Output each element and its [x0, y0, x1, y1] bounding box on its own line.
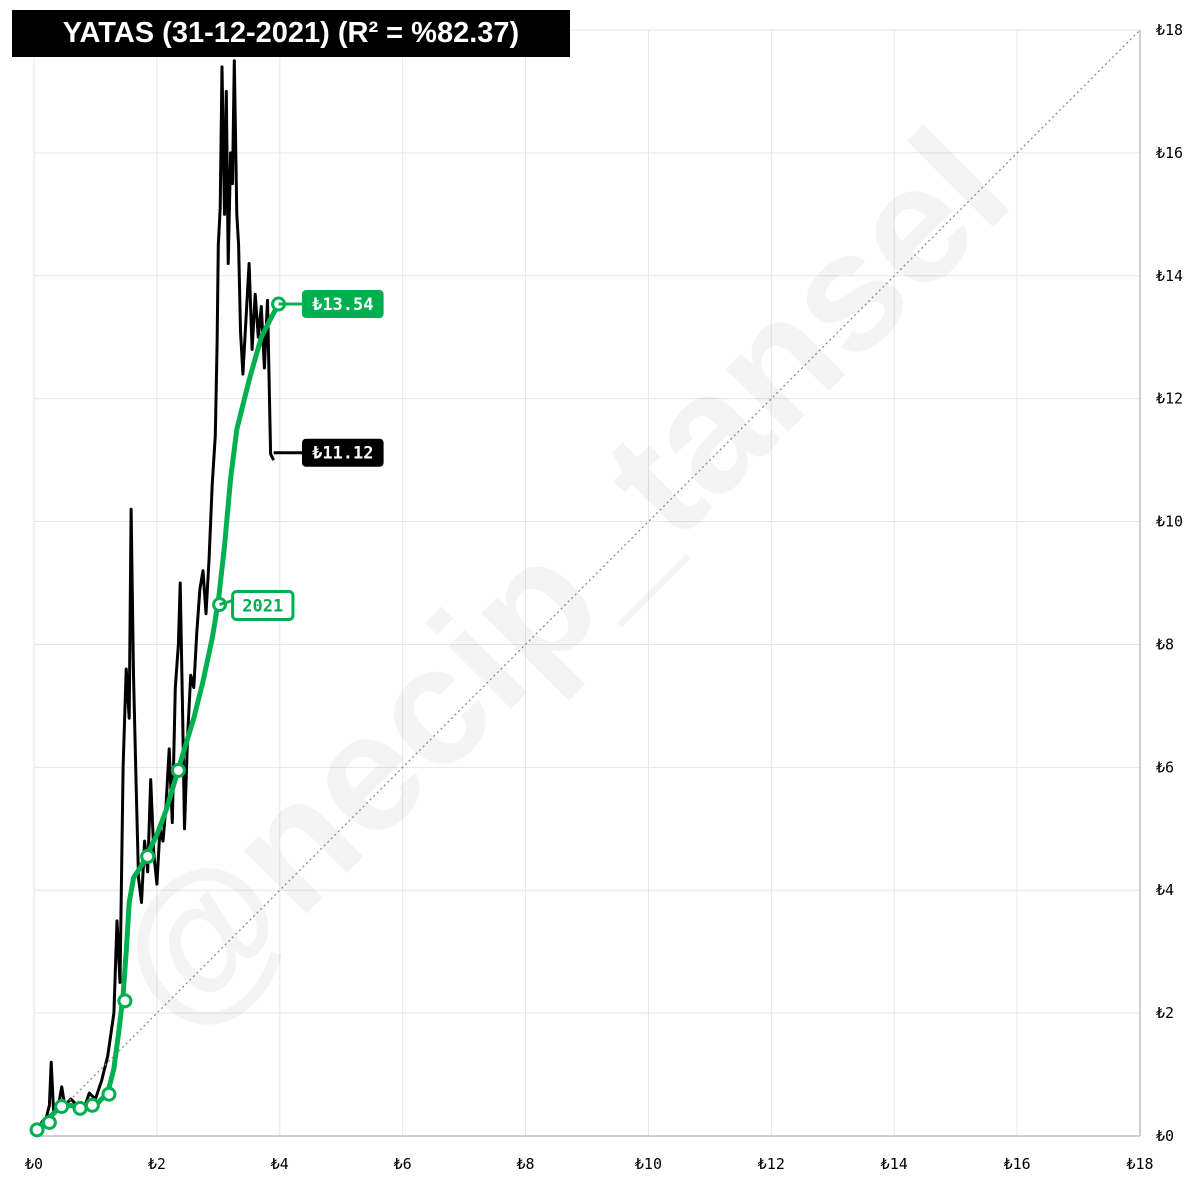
- y-tick-label: ₺6: [1156, 758, 1174, 776]
- x-tick-label: ₺4: [271, 1155, 289, 1173]
- x-tick-label: ₺0: [25, 1155, 43, 1173]
- fit-point-marker: [54, 1099, 70, 1115]
- value-labels: ₺13.54 ₺11.12 2021: [219, 290, 384, 622]
- x-tick-label: ₺2: [148, 1155, 166, 1173]
- x-tick-label: ₺14: [881, 1155, 908, 1173]
- fit-point-marker: [41, 1114, 57, 1130]
- x-tick-label: ₺8: [517, 1155, 535, 1173]
- y-tick-label: ₺16: [1156, 144, 1183, 162]
- grid-lines: [33, 29, 1141, 1137]
- x-tick-label: ₺18: [1126, 1155, 1153, 1173]
- fit-last-value-box: [302, 290, 384, 319]
- x-tick-label: ₺6: [394, 1155, 412, 1173]
- reference-diagonal-line: [33, 29, 1141, 1137]
- y-tick-label: ₺10: [1156, 513, 1183, 531]
- fit-point-marker: [84, 1097, 100, 1113]
- fit-point-marker: [29, 1122, 45, 1138]
- fit-point-marker: [117, 993, 133, 1009]
- x-tick-label: ₺12: [758, 1155, 785, 1173]
- label-leader-line: [219, 599, 234, 606]
- y-tick-label: ₺4: [1156, 881, 1174, 899]
- label-text-2021: 2021: [242, 597, 283, 617]
- fit-point-marker: [101, 1086, 117, 1102]
- fit-point-marker: [170, 762, 186, 778]
- fit-point-marker: [140, 848, 156, 864]
- y-tick-label: ₺8: [1156, 635, 1174, 653]
- y-tick-label: ₺12: [1156, 390, 1183, 408]
- price-last-value-box: [302, 438, 384, 467]
- y-tick-label: ₺2: [1156, 1004, 1174, 1022]
- axes: [34, 30, 1141, 1137]
- fit-last-value-text: ₺13.54: [312, 295, 373, 315]
- x-tick-label: ₺16: [1004, 1155, 1031, 1173]
- price-series-line: [32, 59, 275, 1134]
- x-tick-label: ₺10: [635, 1155, 662, 1173]
- fit-point-marker: [72, 1100, 88, 1116]
- chart-title: YATAS (31-12-2021) (R² = %82.37): [12, 10, 570, 57]
- y-tick-labels: ₺0 ₺2 ₺4 ₺6 ₺8 ₺10 ₺12 ₺14 ₺16 ₺18: [1156, 21, 1183, 1145]
- y-tick-label: ₺18: [1156, 21, 1183, 39]
- y-tick-label: ₺14: [1156, 267, 1183, 285]
- y-tick-label: ₺0: [1156, 1127, 1174, 1145]
- price-last-value-text: ₺11.12: [312, 444, 373, 464]
- label-box-2021: [231, 590, 295, 622]
- x-tick-labels: ₺0 ₺2 ₺4 ₺6 ₺8 ₺10 ₺12 ₺14 ₺16 ₺18: [25, 1155, 1154, 1173]
- marker-group: [29, 296, 287, 1138]
